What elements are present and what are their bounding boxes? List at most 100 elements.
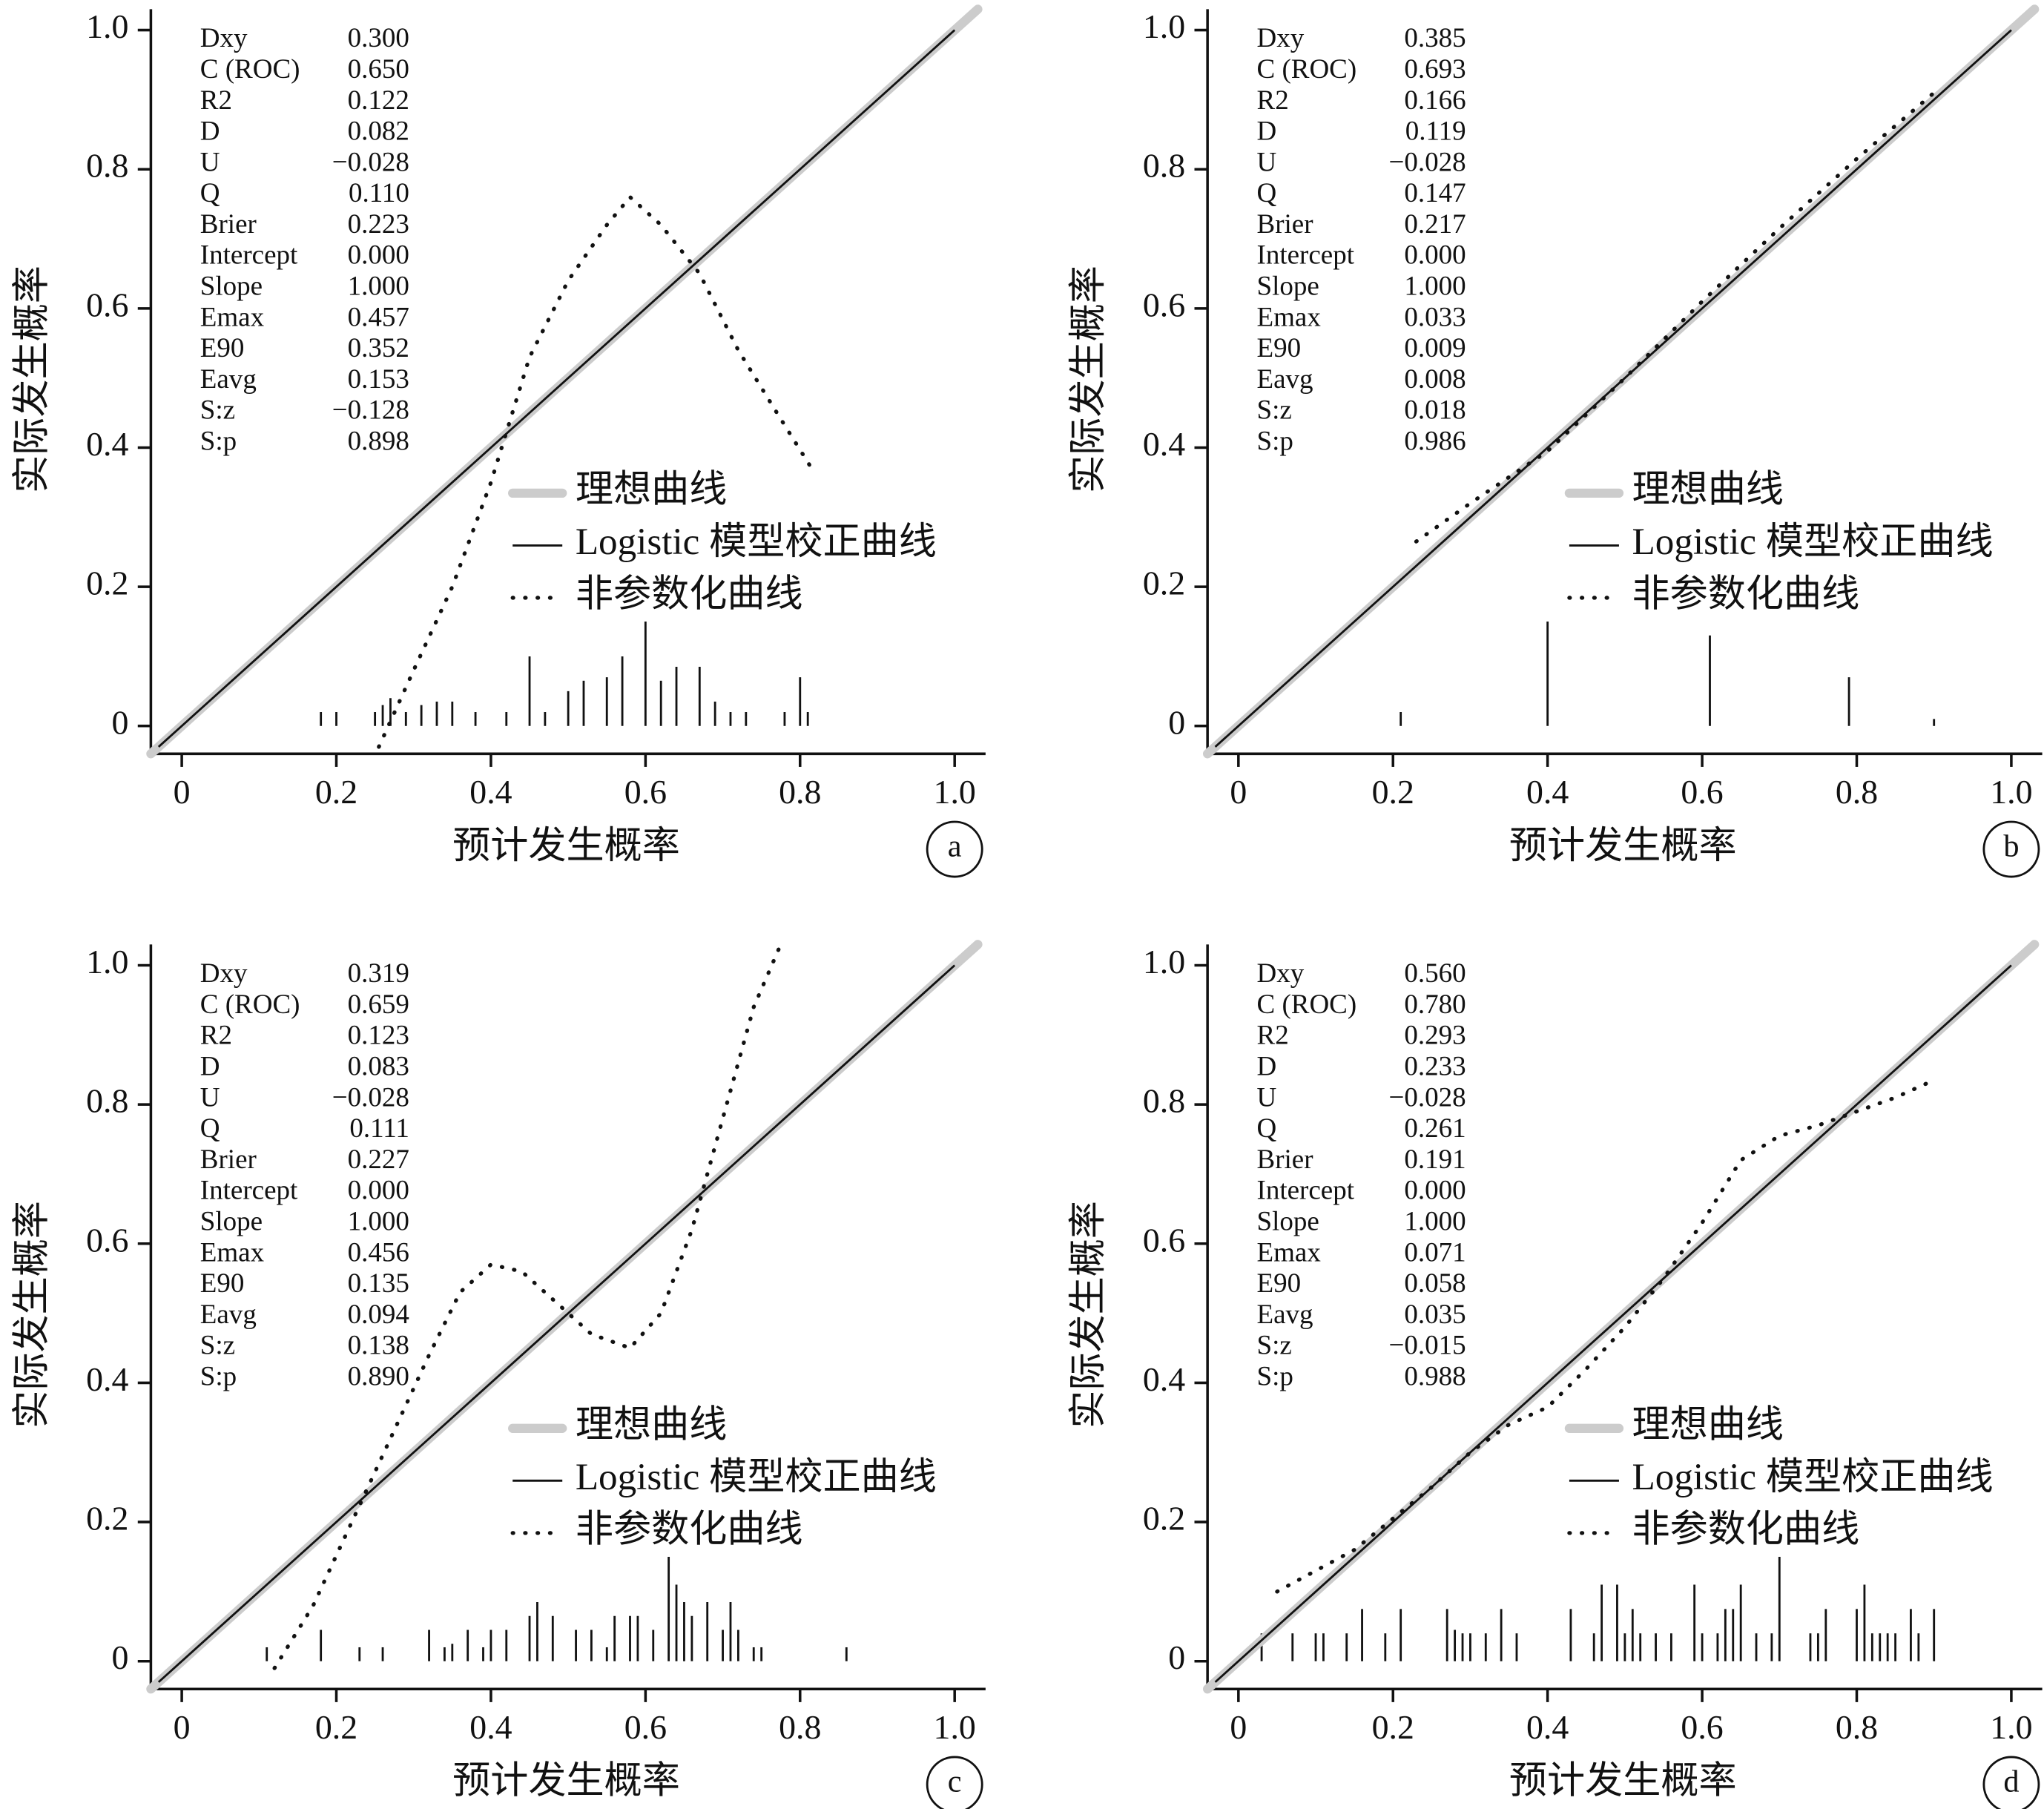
stat-name: Eavg [1257, 364, 1313, 395]
stat-value: 0.000 [348, 240, 409, 271]
stat-value: 0.650 [348, 54, 409, 85]
stat-value: 0.986 [1404, 426, 1466, 457]
stat-name: S:z [200, 1331, 235, 1361]
stat-name: Dxy [1257, 23, 1305, 53]
y-tick-label: 1.0 [1143, 7, 1185, 45]
stat-value: 0.898 [348, 426, 409, 457]
stat-name: S:z [1257, 1331, 1292, 1361]
y-tick-label: 0 [112, 703, 129, 741]
stat-name: C (ROC) [200, 54, 300, 85]
stat-value: 1.000 [348, 1206, 409, 1236]
stat-name: Slope [200, 271, 263, 302]
stat-name: Dxy [200, 958, 248, 989]
y-tick-label: 0.2 [1143, 1500, 1185, 1538]
stat-name: Intercept [1257, 1176, 1355, 1206]
y-tick-label: 0.6 [1143, 286, 1185, 323]
stat-value: 0.119 [1405, 116, 1466, 147]
x-tick-label: 0.2 [315, 1708, 357, 1746]
stat-value: 0.138 [348, 1331, 409, 1361]
legend-label: Logistic 模型校正曲线 [576, 1456, 937, 1498]
panel: 0 0.2 0.4 0.6 0.8 1.0 0 0.2 0.4 0.6 0.8 1.0 预计发生概率 实际… [1067, 940, 2043, 1809]
stat-name: Slope [200, 1206, 263, 1236]
legend-label: Logistic 模型校正曲线 [576, 521, 937, 563]
stat-value: 0.191 [1404, 1144, 1466, 1175]
stat-name: Brier [1257, 1144, 1313, 1175]
stat-name: R2 [1257, 1021, 1289, 1051]
stat-value: 0.300 [348, 23, 409, 53]
stat-name: S:z [200, 395, 235, 426]
x-tick-label: 0.4 [469, 773, 512, 811]
y-tick-label: 0.6 [1143, 1221, 1185, 1259]
y-tick-label: 1.0 [1143, 943, 1185, 981]
x-tick-label: 0.8 [779, 773, 821, 811]
stat-value: 0.071 [1404, 1237, 1466, 1268]
y-tick-label: 1.0 [86, 943, 128, 981]
y-tick-label: 0.8 [86, 147, 128, 185]
stat-name: R2 [200, 85, 232, 116]
panel-label-circle [926, 1756, 983, 1809]
stat-value: 0.000 [348, 1176, 409, 1206]
legend-label: 非参数化曲线 [576, 573, 803, 616]
stat-value: 0.293 [1404, 1021, 1466, 1051]
stat-value: 0.890 [348, 1361, 409, 1391]
stat-value: 0.035 [1404, 1299, 1466, 1330]
x-tick-label: 0.2 [1372, 1708, 1414, 1746]
stat-name: Eavg [1257, 1299, 1313, 1330]
y-axis-title: 实际发生概率 [1067, 1201, 1110, 1429]
x-axis-title: 预计发生概率 [1509, 825, 1737, 867]
y-tick-label: 0.2 [86, 564, 128, 602]
series-line [1214, 964, 2012, 1683]
series-line [272, 942, 783, 1670]
legend-label: 理想曲线 [1632, 469, 1784, 511]
stat-name: E90 [200, 333, 245, 363]
stat-value: −0.028 [1388, 147, 1466, 177]
stat-name: Brier [200, 209, 257, 240]
stat-value: −0.028 [332, 1082, 409, 1113]
stat-value: 0.693 [1404, 54, 1466, 85]
panel-label-circle [1982, 1756, 2040, 1809]
stat-name: Q [1257, 1113, 1277, 1144]
stat-name: Emax [1257, 1237, 1322, 1268]
stat-name: S:p [200, 1361, 237, 1391]
stat-value: 0.083 [348, 1052, 409, 1082]
stat-name: S:p [1257, 1361, 1293, 1391]
stat-name: E90 [1257, 1268, 1302, 1299]
x-axis-title: 预计发生概率 [1509, 1760, 1737, 1802]
series-line [157, 29, 956, 748]
series-line [1275, 1078, 1936, 1594]
stat-value: 0.560 [1404, 958, 1466, 989]
stat-value: 0.261 [1404, 1113, 1466, 1144]
stat-value: 0.233 [1404, 1052, 1466, 1082]
stat-value: 0.018 [1404, 395, 1466, 426]
stat-value: −0.015 [1388, 1331, 1466, 1361]
stat-value: 0.166 [1404, 85, 1466, 116]
stat-value: 0.082 [348, 116, 409, 147]
stat-value: −0.028 [332, 147, 409, 177]
stat-value: 1.000 [348, 271, 409, 302]
stat-value: 0.147 [1404, 178, 1466, 208]
x-tick-label: 1.0 [1990, 773, 2032, 811]
stat-value: 0.217 [1404, 209, 1466, 240]
legend-label: 理想曲线 [576, 1404, 727, 1446]
legend-label: 理想曲线 [1632, 1404, 1784, 1446]
stat-value: 0.457 [348, 302, 409, 332]
stat-name: Emax [200, 302, 265, 332]
stat-name: Q [200, 178, 220, 208]
y-tick-label: 0 [1168, 1638, 1185, 1676]
y-tick-label: 1.0 [86, 7, 128, 45]
y-tick-label: 0.2 [1143, 564, 1185, 602]
stat-name: U [200, 147, 220, 177]
panel: 0 0.2 0.4 0.6 0.8 1.0 0 0.2 0.4 0.6 0.8 1.0 预计发生概率 实际… [10, 4, 986, 878]
stat-value: 0.110 [349, 178, 409, 208]
x-tick-label: 0.6 [1681, 773, 1723, 811]
stat-name: D [200, 116, 220, 147]
stat-name: Dxy [200, 23, 248, 53]
stat-name: Q [200, 1113, 220, 1144]
stat-value: 1.000 [1404, 1206, 1466, 1236]
stat-name: C (ROC) [200, 989, 300, 1020]
panel: 0 0.2 0.4 0.6 0.8 1.0 0 0.2 0.4 0.6 0.8 1.0 预计发生概率 实际… [10, 940, 986, 1809]
x-tick-label: 1.0 [1990, 1708, 2032, 1746]
stat-name: S:p [200, 426, 237, 457]
y-tick-label: 0 [1168, 703, 1185, 741]
stat-name: C (ROC) [1257, 54, 1357, 85]
